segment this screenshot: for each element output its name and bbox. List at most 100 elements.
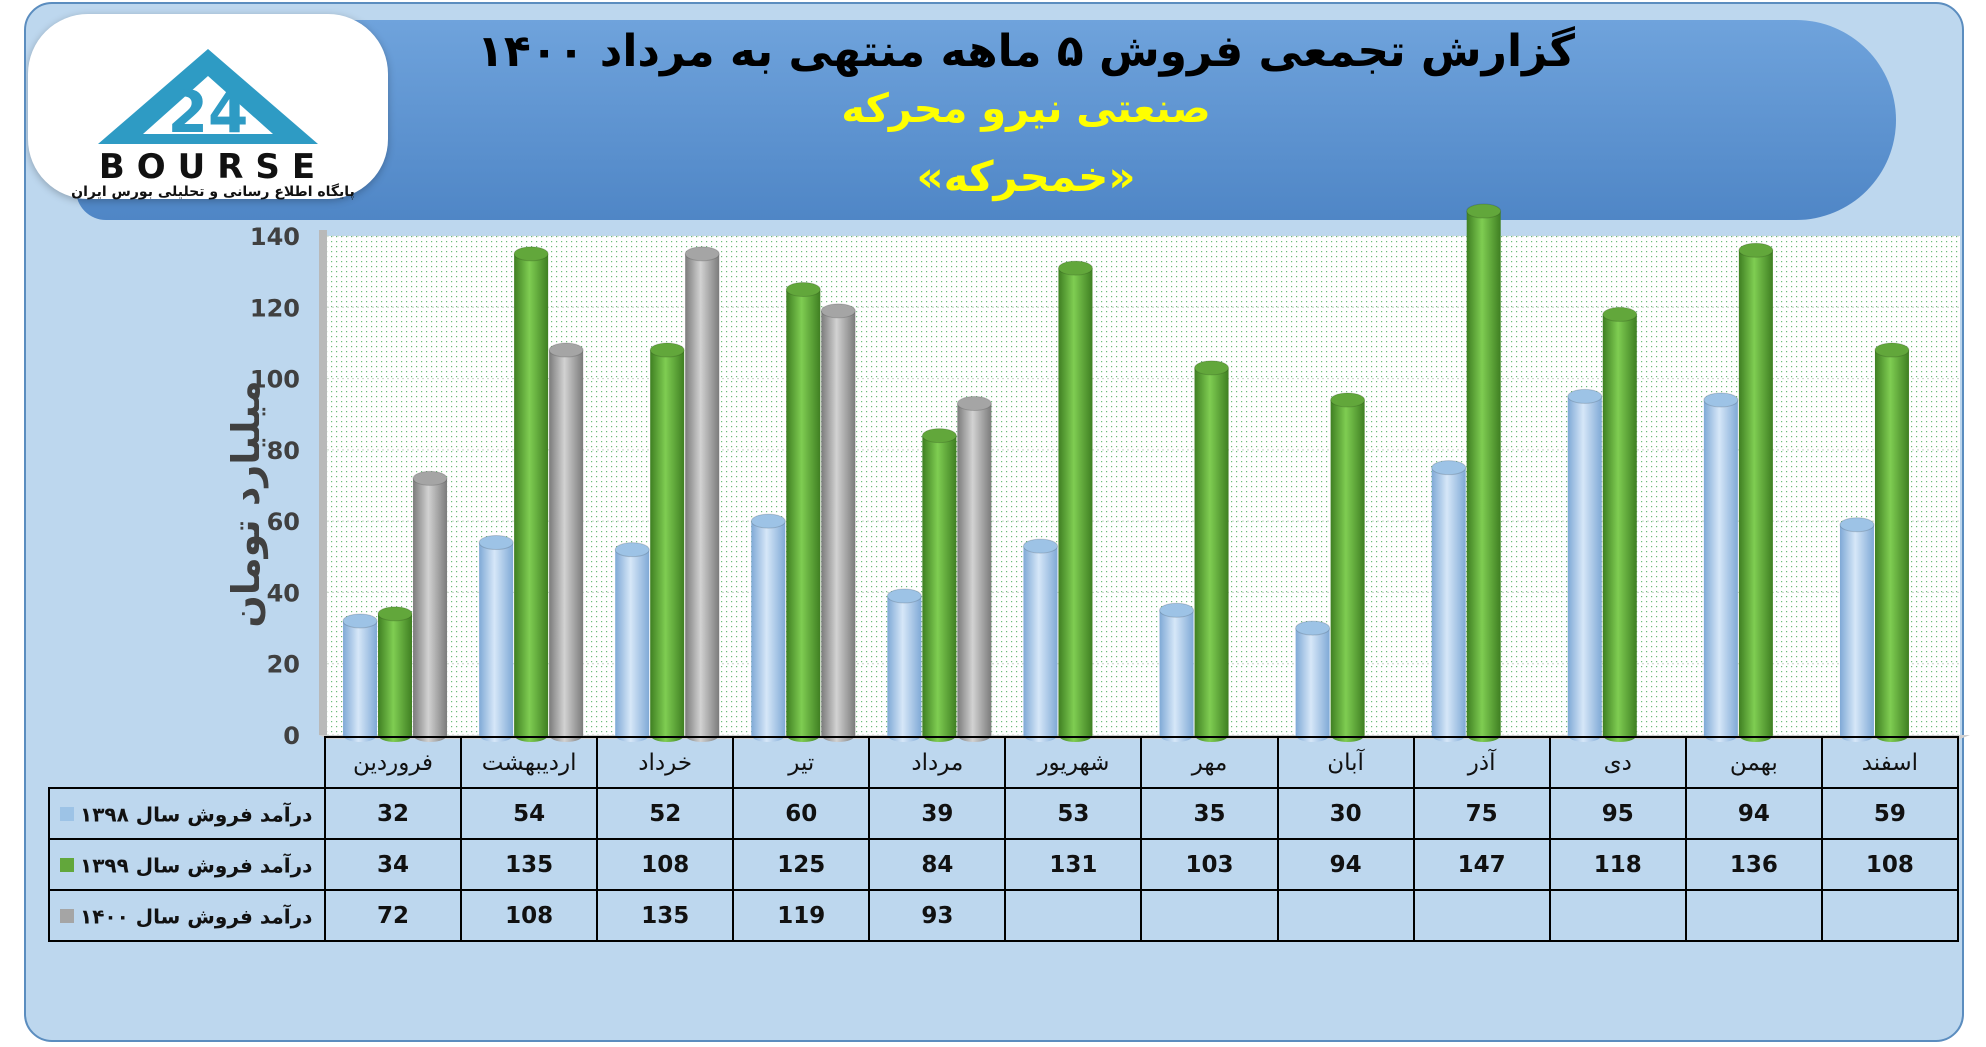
bar-body — [1602, 314, 1637, 743]
bar — [1159, 602, 1195, 743]
logo-mark-icon: 24 — [98, 49, 318, 146]
data-label: 119 — [732, 889, 871, 942]
series-row: درآمد فروش سال ۱۳۹۹ 34 135 108 125 84 131 103 94… — [48, 838, 1959, 891]
bar-body — [1330, 399, 1365, 743]
bar — [478, 535, 514, 743]
bar-body — [514, 253, 549, 743]
x-tick-label: بهمن — [1684, 736, 1823, 789]
bar — [342, 613, 378, 743]
bar — [1602, 306, 1638, 743]
data-label: 75 — [1412, 787, 1551, 840]
data-table: فروردین اردیبهشت خرداد تیر مرداد شهریور مهر آبا… — [48, 736, 1959, 942]
bar-body — [957, 403, 992, 743]
bar-body — [1839, 524, 1874, 743]
y-tick-label: 60 — [267, 508, 300, 536]
data-label: 131 — [1004, 838, 1143, 891]
plot-background — [319, 230, 1970, 739]
data-label: 52 — [596, 787, 735, 840]
bar — [513, 246, 549, 743]
x-tick-label: خرداد — [596, 736, 735, 789]
bar — [1738, 242, 1774, 743]
back-wall — [319, 230, 327, 735]
bar — [1839, 517, 1875, 743]
bar-body — [1295, 628, 1330, 743]
bar-body — [685, 253, 720, 743]
data-label: 39 — [868, 787, 1007, 840]
legend-swatch — [60, 858, 74, 873]
data-label: 30 — [1276, 787, 1415, 840]
bar-top — [785, 281, 821, 297]
x-tick-label: اسفند — [1820, 736, 1959, 789]
bars-layer — [342, 203, 1910, 743]
bar — [1567, 388, 1603, 743]
data-label — [1276, 889, 1415, 942]
bar — [1022, 538, 1058, 743]
x-tick-label: آذر — [1412, 736, 1551, 789]
x-tick-label: تیر — [732, 736, 871, 789]
y-tick-label: 120 — [250, 294, 300, 322]
series-row: درآمد فروش سال ۱۳۹۸ 32 54 52 60 39 53 35 30 75 95 9… — [48, 787, 1959, 840]
data-label: 118 — [1548, 838, 1687, 891]
bar-body — [343, 620, 378, 743]
data-label: 108 — [596, 838, 735, 891]
bar — [785, 281, 821, 743]
data-label — [1684, 889, 1823, 942]
data-label — [1548, 889, 1687, 942]
bar-body — [413, 478, 448, 743]
bar-top — [750, 513, 786, 529]
bar-top — [1194, 360, 1230, 376]
bar-body — [549, 350, 584, 743]
bar-body — [786, 289, 821, 743]
data-label: 147 — [1412, 838, 1551, 891]
company-name: صنعتی نیرو محرکه — [841, 86, 1211, 132]
bar-top — [1839, 517, 1875, 533]
bar-top — [1330, 392, 1366, 408]
bar-top — [377, 606, 413, 622]
bar-body — [1874, 350, 1909, 743]
data-label: 35 — [1140, 787, 1279, 840]
bar — [412, 470, 448, 743]
bar-top — [820, 303, 856, 319]
bar-body — [1194, 367, 1229, 743]
bar — [614, 542, 650, 743]
bar — [820, 303, 856, 743]
bar — [1703, 392, 1739, 743]
bar — [548, 342, 584, 743]
x-tick-label: مرداد — [868, 736, 1007, 789]
bar — [886, 588, 922, 743]
y-tick-label: 140 — [250, 223, 300, 251]
data-label: 32 — [323, 787, 463, 840]
data-label: 94 — [1684, 787, 1823, 840]
bar-body — [378, 613, 413, 743]
bar-top — [412, 470, 448, 486]
bar-top — [1466, 203, 1502, 219]
data-label — [1140, 889, 1279, 942]
bar-top — [478, 535, 514, 551]
bar — [1431, 460, 1467, 743]
bar-body — [1738, 250, 1773, 743]
legend-label: درآمد فروش سال ۱۳۹۸ — [80, 802, 313, 827]
bar-body — [615, 549, 650, 743]
bar-body — [1567, 396, 1602, 743]
bar — [684, 246, 720, 743]
legend-entry: درآمد فروش سال ۱۳۹۸ — [48, 787, 326, 840]
bar — [1295, 620, 1331, 743]
bar-top — [921, 428, 957, 444]
bar-top — [1567, 388, 1603, 404]
x-tick-label: دی — [1548, 736, 1687, 789]
data-label: 108 — [1820, 838, 1959, 891]
data-label: 54 — [460, 787, 599, 840]
bar-body — [1159, 610, 1194, 743]
bar-body — [821, 310, 856, 743]
data-label: 135 — [460, 838, 599, 891]
bar-top — [1738, 242, 1774, 258]
bar — [750, 513, 786, 743]
data-label: 125 — [732, 838, 871, 891]
bourse-logo: 24 BOURSE پایگاه اطلاع رسانی و تحلیلی بو… — [28, 14, 388, 200]
legend-entry: درآمد فروش سال ۱۴۰۰ — [48, 889, 326, 942]
bar — [1194, 360, 1230, 743]
logo-tagline: پایگاه اطلاع رسانی و تحلیلی بورس ایران — [71, 184, 355, 200]
legend-label: درآمد فروش سال ۱۴۰۰ — [80, 904, 313, 929]
bar-top — [649, 342, 685, 358]
data-label — [1004, 889, 1143, 942]
